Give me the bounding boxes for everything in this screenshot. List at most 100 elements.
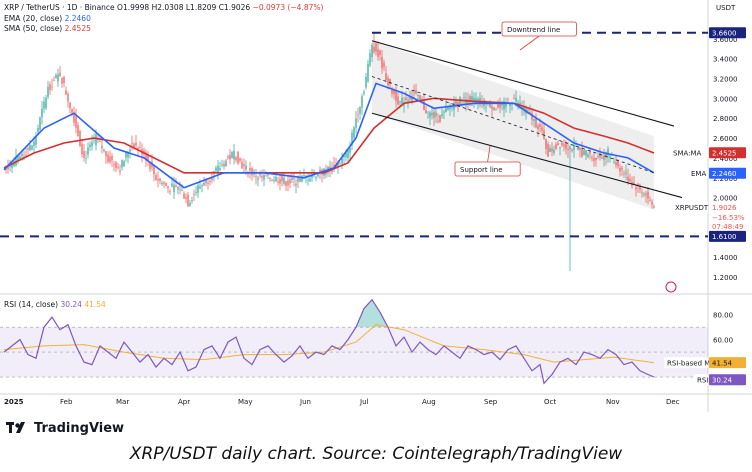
rsi-tick-label: 80.00 — [713, 312, 733, 320]
candle — [191, 196, 193, 204]
candle — [219, 161, 221, 172]
candle — [291, 172, 293, 184]
candle — [653, 204, 655, 209]
candle-body — [287, 180, 289, 186]
candle-body — [189, 202, 191, 206]
candle-body — [399, 101, 401, 103]
time-tick-label: Jul — [359, 398, 369, 406]
candle — [233, 143, 235, 165]
candle — [75, 108, 77, 134]
candle-body — [131, 143, 133, 145]
candle-body — [255, 176, 257, 178]
candle-body — [245, 165, 247, 170]
candle-body — [51, 86, 53, 88]
close-axis-value: 1.9026 — [709, 201, 746, 213]
price-tick-label: 1.2000 — [713, 274, 738, 282]
candle — [159, 178, 161, 185]
candle-body — [393, 89, 395, 95]
candle-body — [241, 162, 243, 169]
candle-body — [389, 78, 391, 85]
candle-body — [123, 160, 125, 167]
candle-body — [45, 97, 47, 109]
candle-body — [57, 74, 59, 82]
candle-body — [621, 167, 623, 170]
candle — [49, 81, 51, 95]
candle — [351, 129, 353, 151]
rsi-ma-axis-name-text: RSI-based MA — [667, 359, 715, 367]
candle — [25, 147, 27, 158]
candle — [155, 173, 157, 181]
candle — [125, 152, 127, 162]
rsi-ma-axis-value-text: 41.54 — [712, 359, 733, 367]
candle-body — [363, 92, 365, 94]
candle — [161, 180, 163, 187]
candle — [147, 150, 149, 166]
candle-body — [153, 166, 155, 175]
rsi-axis-name: RSI — [694, 374, 708, 386]
candle-body — [175, 185, 177, 188]
time-tick-label: Apr — [178, 398, 190, 406]
candle-body — [575, 145, 577, 147]
rsi-ma-value: 41.54 — [84, 300, 106, 309]
candle-body — [63, 76, 65, 84]
candle-body — [433, 111, 435, 118]
candle — [201, 183, 203, 193]
candle-body — [571, 149, 573, 152]
candle-body — [195, 191, 197, 193]
candle — [79, 130, 81, 148]
time-tick-label: 2025 — [4, 398, 24, 406]
candle — [157, 171, 159, 188]
candle-body — [493, 107, 495, 110]
tradingview-logo-icon — [6, 422, 25, 433]
candle-body — [301, 175, 303, 182]
candle — [153, 165, 155, 182]
candle-body — [585, 150, 587, 156]
symbol-label: XRP / TetherUS · 1D · Binance — [4, 3, 115, 12]
candle-body — [533, 118, 535, 122]
candle — [111, 152, 113, 167]
candle — [569, 145, 571, 272]
candle — [419, 94, 421, 101]
support-level-axis-value-bg — [709, 230, 746, 242]
candle — [115, 160, 117, 173]
candle — [349, 141, 351, 160]
candle-body — [225, 160, 227, 167]
tradingview-logo[interactable]: TradingView — [6, 420, 124, 436]
candle-body — [509, 104, 511, 107]
high-value: H2.0308 — [151, 3, 184, 12]
candle — [433, 107, 435, 126]
candle-body — [237, 151, 239, 164]
sma-axis-value-bg — [709, 147, 746, 159]
ema-value: 2.2460 — [64, 14, 91, 23]
candle-body — [61, 77, 63, 84]
rsi-axis-value-bg — [709, 374, 746, 386]
candle-body — [127, 152, 129, 158]
candle — [497, 99, 499, 110]
candle-body — [559, 147, 561, 148]
candle-body — [497, 103, 499, 108]
candle-body — [247, 173, 249, 175]
candle — [545, 138, 547, 155]
candle-body — [643, 193, 645, 195]
candle-body — [223, 163, 225, 167]
candle — [635, 184, 637, 197]
candle-body — [37, 127, 39, 133]
sma-header: SMA (50, close) 2.4525 — [4, 24, 91, 33]
ema-axis-name-bg — [688, 167, 708, 179]
candle-body — [637, 184, 639, 186]
time-tick-label: Feb — [60, 398, 73, 406]
candle-body — [209, 181, 211, 183]
rsi-tick-label: 60.00 — [713, 337, 733, 345]
candle-body — [505, 102, 507, 107]
candle-body — [599, 153, 601, 158]
candle-body — [439, 115, 441, 122]
candle-body — [529, 111, 531, 114]
candle-body — [79, 130, 81, 146]
candle-body — [531, 113, 533, 120]
candle-body — [235, 157, 237, 161]
candle-body — [605, 151, 607, 158]
candle — [101, 137, 103, 154]
candle-body — [263, 175, 265, 180]
candle — [499, 97, 501, 114]
